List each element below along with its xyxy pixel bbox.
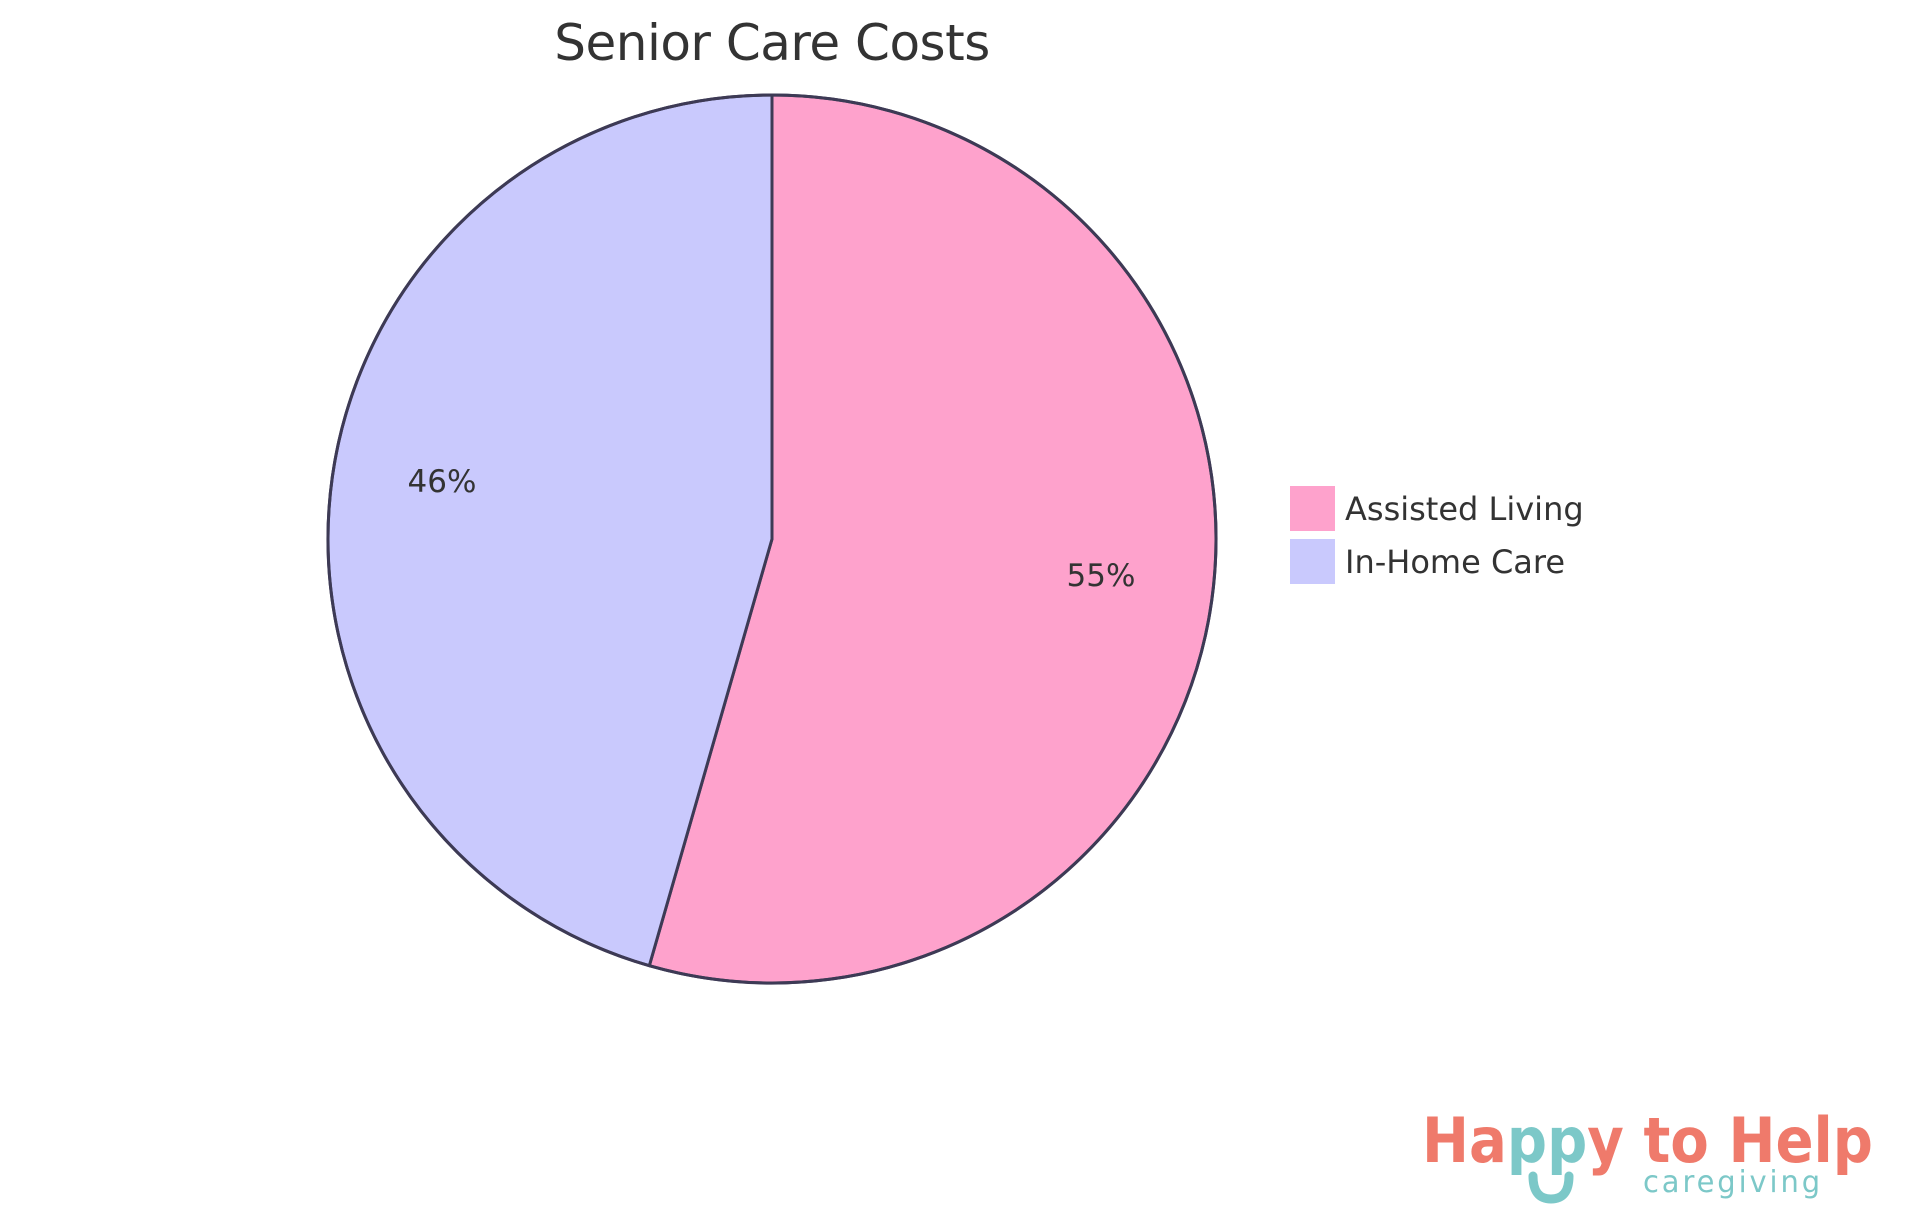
legend-swatch-assisted-living (1290, 486, 1335, 531)
smile-icon (1528, 1171, 1574, 1204)
logo-subtitle: caregiving (1643, 1165, 1823, 1200)
logo-text-part2: pp (1507, 1104, 1587, 1177)
slice-label-assisted-living: 55% (1067, 558, 1136, 594)
legend: Assisted Living In-Home Care (1290, 486, 1584, 584)
legend-item-assisted-living[interactable]: Assisted Living (1290, 486, 1584, 531)
slice-label-in-home-care: 46% (408, 464, 477, 500)
legend-label-in-home-care: In-Home Care (1345, 543, 1565, 581)
legend-label-assisted-living: Assisted Living (1345, 490, 1584, 528)
logo-wordmark: Happy to Help (1422, 1104, 1873, 1177)
pie-outline (326, 93, 1218, 985)
brand-logo: Happy to Help caregiving (1422, 1104, 1873, 1204)
chart-title: Senior Care Costs (554, 14, 990, 72)
logo-text-part1: Ha (1422, 1104, 1507, 1177)
legend-swatch-in-home-care (1290, 539, 1335, 584)
legend-item-in-home-care[interactable]: In-Home Care (1290, 539, 1565, 584)
pie (326, 93, 1218, 985)
logo-text-part3: y to Help (1587, 1104, 1873, 1177)
